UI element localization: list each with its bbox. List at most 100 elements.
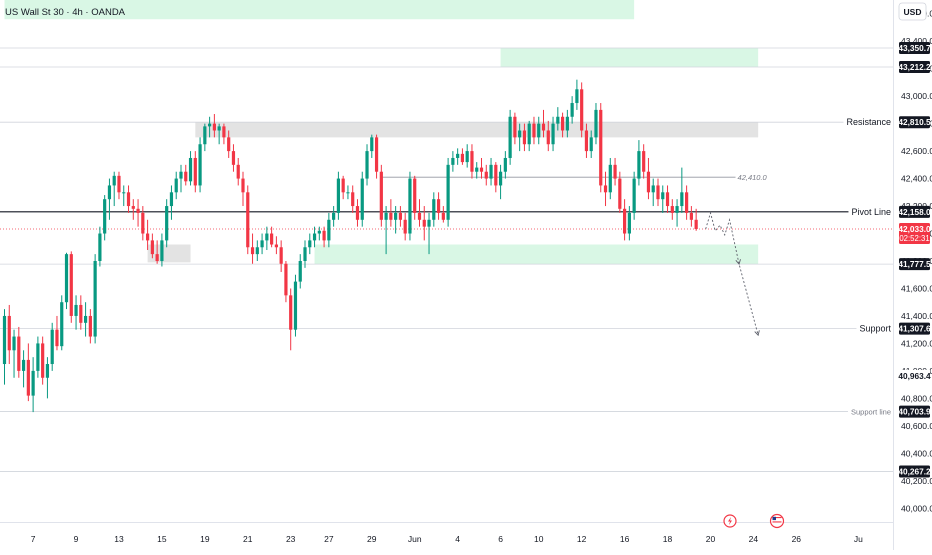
candle-31 xyxy=(150,233,154,259)
candle-84 xyxy=(403,212,407,241)
candle-body-143 xyxy=(685,192,689,213)
y-tick-label-2: 40,400.0 xyxy=(901,448,932,458)
candle-118 xyxy=(565,109,569,138)
candle-28 xyxy=(136,199,140,227)
candle-41 xyxy=(198,137,202,193)
candle-body-81 xyxy=(389,212,393,220)
candle-body-86 xyxy=(413,178,417,213)
candle-65 xyxy=(312,226,317,248)
candle-69 xyxy=(332,206,336,227)
candle-body-118 xyxy=(565,116,569,131)
candle-body-91 xyxy=(436,199,441,213)
candle-64 xyxy=(308,233,312,255)
candle-37 xyxy=(179,164,183,193)
level-label-0: Resistance xyxy=(846,117,891,127)
candle-body-44 xyxy=(212,123,216,131)
chart-title: US Wall St 30 · 4h · OANDA xyxy=(5,7,126,18)
candle-body-17 xyxy=(83,315,88,323)
candle-body-80 xyxy=(384,212,388,220)
flag-icon[interactable] xyxy=(769,513,785,529)
candle-body-68 xyxy=(327,219,331,241)
candle-body-62 xyxy=(298,261,302,282)
candle-128 xyxy=(613,157,617,186)
candle-22 xyxy=(107,178,112,220)
candle-108 xyxy=(518,123,522,152)
annotation-label: 42,410.0 xyxy=(738,173,768,182)
x-tick-label-0: 7 xyxy=(31,534,36,544)
candle-body-8 xyxy=(41,343,45,378)
candle-body-93 xyxy=(446,164,450,220)
candle-body-27 xyxy=(131,206,135,209)
candle-body-18 xyxy=(88,315,92,337)
demand-zone-4 xyxy=(314,244,759,265)
candle-body-15 xyxy=(74,304,78,316)
candle-body-124 xyxy=(594,109,598,138)
candle-body-10 xyxy=(50,329,54,365)
x-tick-label-17: 24 xyxy=(749,534,759,544)
candle-body-145 xyxy=(694,219,698,229)
price-tag-bg-0 xyxy=(899,41,930,54)
candle-body-115 xyxy=(551,123,555,145)
candle-body-101 xyxy=(484,171,488,179)
x-axis[interactable]: 7 9 13 15 19 21 23 27 29 Jun 4 6 10 12 16 18 20 24 26 Ju xyxy=(0,522,893,545)
candle-body-53 xyxy=(255,247,259,255)
candle-6 xyxy=(31,357,35,413)
candle-33 xyxy=(160,233,164,267)
candle-body-139 xyxy=(665,192,670,207)
y-tick-label-7: 41,400.0 xyxy=(901,311,932,321)
candle-body-90 xyxy=(432,199,436,220)
candle-109 xyxy=(522,123,527,152)
candle-body-11 xyxy=(55,329,59,347)
candle-29 xyxy=(141,206,145,241)
candle-body-122 xyxy=(584,130,589,152)
price-tag-3: 42,158.0 xyxy=(898,207,931,217)
candle-46 xyxy=(222,123,226,145)
currency-button[interactable] xyxy=(898,2,927,21)
candle-16 xyxy=(79,295,83,330)
candle-body-45 xyxy=(217,126,221,131)
candle-7 xyxy=(36,336,40,378)
candle-body-109 xyxy=(522,130,527,145)
candle-30 xyxy=(146,219,150,251)
last-price-tag: 42,033.0 xyxy=(898,224,931,234)
candle-body-142 xyxy=(680,192,684,207)
y-tick-label-3: 40,600.0 xyxy=(901,421,932,431)
price-tag-4: 41,777.5 xyxy=(898,259,931,269)
candle-27 xyxy=(131,199,135,220)
candle-body-38 xyxy=(184,171,188,182)
candle-119 xyxy=(570,96,574,124)
x-tick-label-5: 21 xyxy=(243,534,253,544)
demand-zone-1 xyxy=(500,47,759,68)
candle-body-105 xyxy=(503,157,507,172)
candle-body-19 xyxy=(93,261,97,337)
candle-5 xyxy=(26,343,30,402)
candle-body-102 xyxy=(489,164,493,179)
candle-body-52 xyxy=(250,247,255,255)
price-tag-bg-2 xyxy=(899,116,930,129)
candle-body-59 xyxy=(284,263,288,296)
x-tick-label-14: 16 xyxy=(620,534,630,544)
candle-body-98 xyxy=(470,151,474,172)
candle-body-125 xyxy=(599,109,603,186)
currency-button-label[interactable]: USD xyxy=(904,7,922,17)
last-price-tag-bg xyxy=(899,222,930,244)
candle-110 xyxy=(527,120,531,152)
candle-body-84 xyxy=(403,219,407,234)
y-axis[interactable]: 40,000.0 40,200.0 40,400.0 40,600.0 40,800.0… xyxy=(893,0,932,550)
candle-body-123 xyxy=(589,137,593,152)
candle-body-120 xyxy=(575,89,579,104)
candle-body-95 xyxy=(456,153,460,158)
candle-105 xyxy=(503,151,507,179)
candle-body-1 xyxy=(7,315,11,351)
candle-13 xyxy=(64,252,69,310)
candle-body-70 xyxy=(336,178,340,213)
candle-63 xyxy=(303,240,307,268)
candle-56 xyxy=(270,226,274,248)
candle-body-9 xyxy=(45,364,50,378)
candle-body-112 xyxy=(537,123,541,138)
candle-97 xyxy=(465,144,469,168)
candle-body-96 xyxy=(460,153,465,163)
candle-body-104 xyxy=(498,171,503,186)
candle-81 xyxy=(389,199,393,227)
